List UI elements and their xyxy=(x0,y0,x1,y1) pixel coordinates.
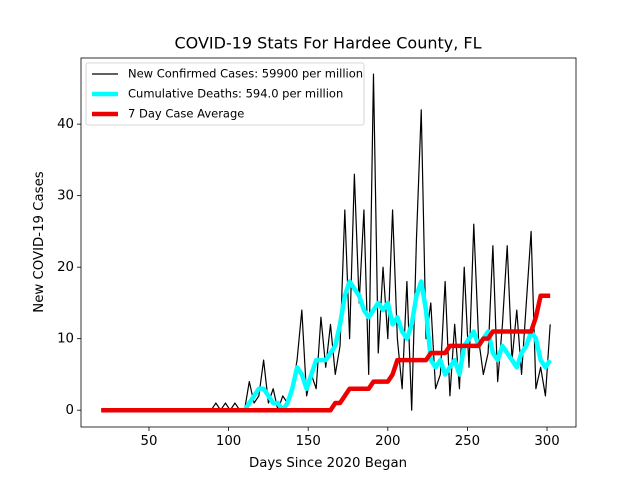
y-axis-label: New COVID-19 Cases xyxy=(32,171,47,312)
legend-label: New Confirmed Cases: 59900 per million xyxy=(128,67,363,81)
plot-frame xyxy=(80,57,577,428)
chart-title: COVID-19 Stats For Hardee County, FL xyxy=(174,34,481,53)
x-axis-label: Days Since 2020 Began xyxy=(249,456,407,471)
x-tick-label: 200 xyxy=(375,434,400,449)
y-tick-label: 10 xyxy=(57,332,74,347)
x-tick-label: 50 xyxy=(141,434,158,449)
series-line xyxy=(101,293,551,413)
legend-label: Cumulative Deaths: 594.0 per million xyxy=(128,87,343,101)
x-tick-label: 150 xyxy=(296,434,321,449)
y-tick-label: 30 xyxy=(57,189,74,204)
x-tick-label: 100 xyxy=(216,434,241,449)
legend-label: 7 Day Case Average xyxy=(128,107,244,121)
legend-box xyxy=(85,62,365,126)
y-tick-label: 40 xyxy=(57,117,74,132)
x-tick-label: 300 xyxy=(534,434,559,449)
x-tick-label: 250 xyxy=(455,434,480,449)
y-tick-label: 0 xyxy=(66,403,74,418)
y-tick-label: 20 xyxy=(57,260,74,275)
